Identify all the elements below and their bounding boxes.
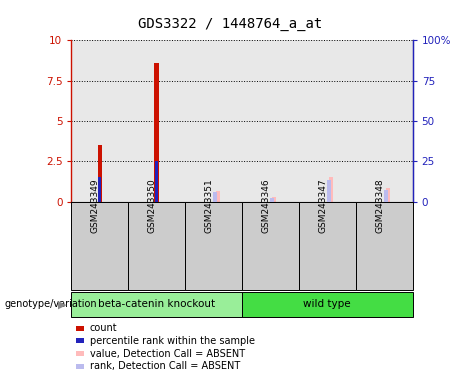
Bar <box>384 190 388 202</box>
Text: ▶: ▶ <box>59 299 67 310</box>
Bar <box>242 292 413 317</box>
Bar <box>155 161 158 202</box>
Bar <box>329 177 333 202</box>
Text: GDS3322 / 1448764_a_at: GDS3322 / 1448764_a_at <box>138 17 323 31</box>
Text: GSM243346: GSM243346 <box>261 179 271 233</box>
Text: percentile rank within the sample: percentile rank within the sample <box>90 336 255 346</box>
Bar <box>128 202 185 290</box>
Bar <box>327 180 331 202</box>
Bar <box>270 198 274 202</box>
Text: beta-catenin knockout: beta-catenin knockout <box>98 299 215 310</box>
Bar <box>71 292 242 317</box>
Text: GSM243348: GSM243348 <box>375 179 384 233</box>
Text: genotype/variation: genotype/variation <box>5 299 97 310</box>
Text: GSM243351: GSM243351 <box>205 179 213 233</box>
Text: GSM243349: GSM243349 <box>91 179 100 233</box>
Bar <box>216 191 219 202</box>
Bar <box>299 202 356 290</box>
Bar <box>213 192 217 202</box>
Text: value, Detection Call = ABSENT: value, Detection Call = ABSENT <box>90 349 245 359</box>
Text: rank, Detection Call = ABSENT: rank, Detection Call = ABSENT <box>90 361 240 371</box>
Text: count: count <box>90 323 118 333</box>
Text: GSM243347: GSM243347 <box>318 179 327 233</box>
Bar <box>356 202 413 290</box>
Bar <box>272 197 277 202</box>
Bar <box>185 202 242 290</box>
Bar <box>71 202 128 290</box>
Bar <box>99 177 101 202</box>
Bar <box>98 145 102 202</box>
Text: GSM243350: GSM243350 <box>148 179 157 233</box>
Bar <box>154 63 159 202</box>
Text: wild type: wild type <box>303 299 351 310</box>
Bar <box>386 188 390 202</box>
Bar <box>242 202 299 290</box>
